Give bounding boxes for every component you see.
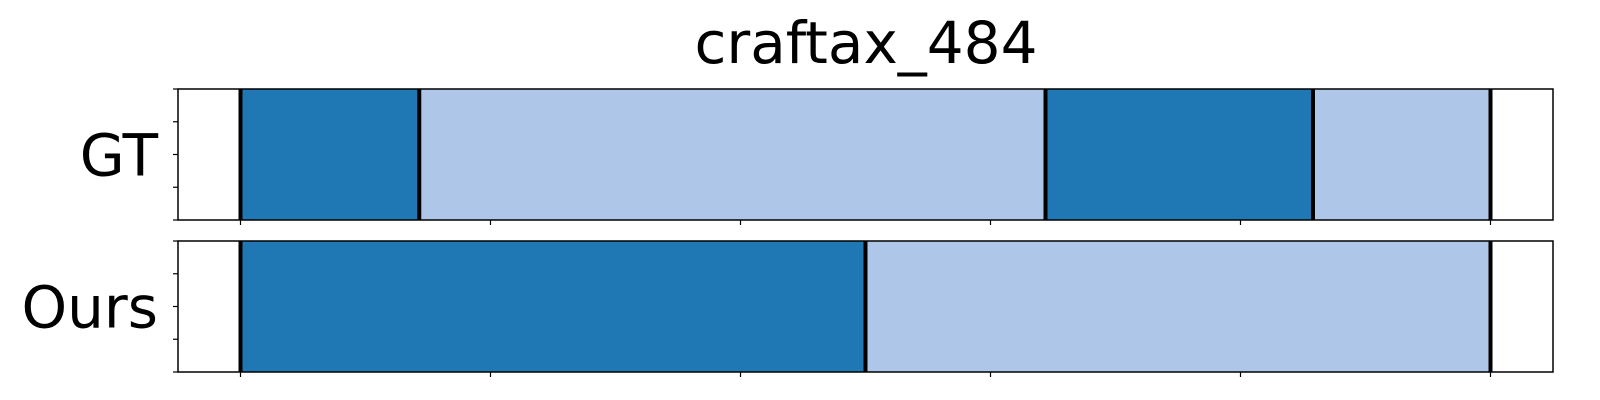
row-label-ours: Ours <box>22 274 158 342</box>
segment-gt-2 <box>419 89 1046 220</box>
segment-gt-1 <box>240 89 420 220</box>
row-ours: Ours <box>22 240 1554 377</box>
segment-ours-2 <box>865 241 1491 372</box>
segment-gt-3 <box>1045 89 1313 220</box>
row-label-gt: GT <box>80 122 159 190</box>
chart-title: craftax_484 <box>695 9 1038 77</box>
segment-ours-1 <box>240 241 866 372</box>
segment-gt-4 <box>1313 89 1491 220</box>
row-gt: GT <box>80 88 1554 225</box>
rows-layer: GT Ours <box>22 88 1554 377</box>
